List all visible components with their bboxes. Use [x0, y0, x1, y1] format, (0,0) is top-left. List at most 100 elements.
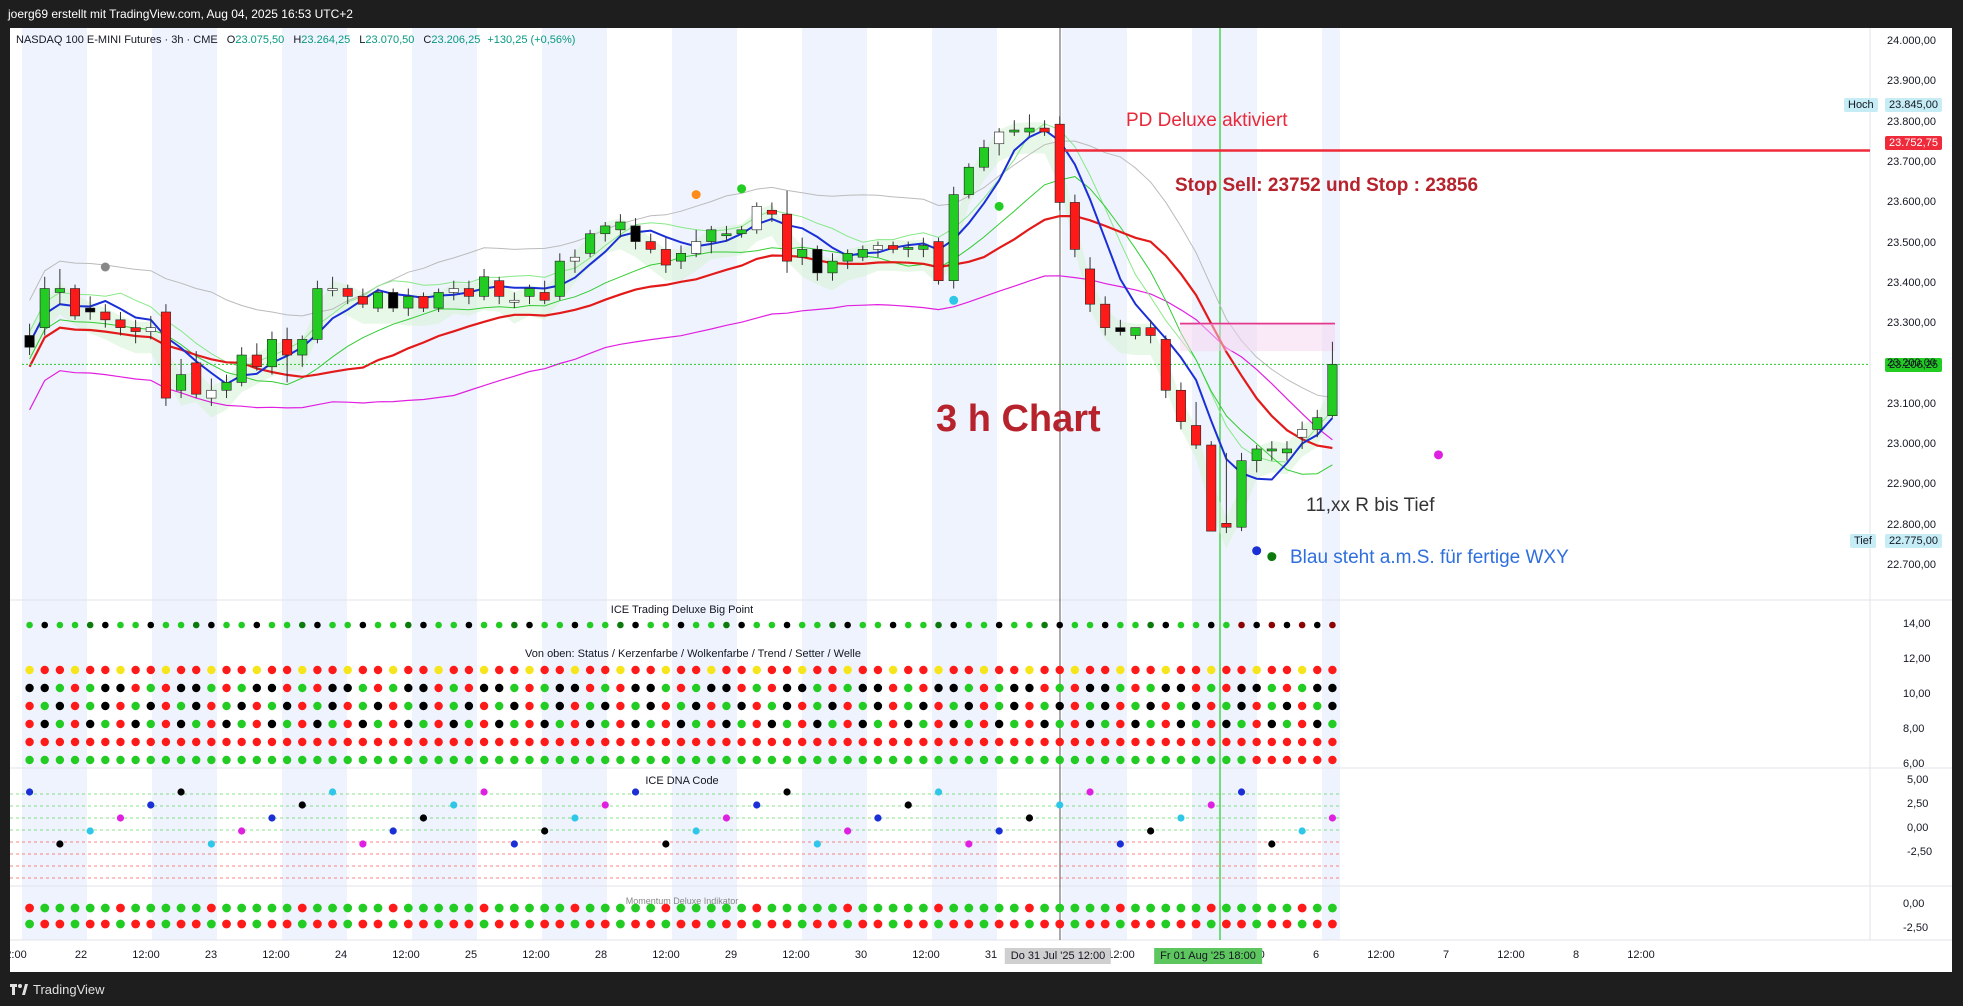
- candle-body: [963, 166, 974, 195]
- status-dot: [131, 755, 140, 765]
- status-dot: [752, 719, 761, 729]
- momentum-dot: [131, 919, 141, 929]
- status-dot: [585, 719, 595, 729]
- momentum-dot: [600, 919, 610, 929]
- status-dot: [495, 719, 504, 729]
- momentum-dot: [570, 919, 580, 929]
- bigpoint-dot: [435, 621, 442, 629]
- high-value: 23.264,25: [301, 34, 351, 46]
- chart-canvas[interactable]: [10, 28, 1952, 972]
- status-dot: [676, 701, 686, 711]
- momentum-dot: [676, 903, 686, 913]
- bigpoint-dot: [405, 621, 412, 629]
- status-dot: [1085, 701, 1095, 711]
- session-band: [282, 28, 347, 940]
- status-dot: [919, 701, 928, 711]
- status-dot: [388, 719, 398, 729]
- status-dot: [843, 665, 852, 675]
- momentum-dot: [161, 903, 171, 913]
- tradingview-logo[interactable]: TradingView: [10, 982, 105, 997]
- status-dot: [1297, 683, 1307, 693]
- status-dot: [1085, 719, 1095, 729]
- status-dot: [161, 683, 171, 693]
- bigpoint-dot: [208, 621, 215, 629]
- time-axis-tick: 12:00: [1627, 949, 1655, 961]
- status-dot: [873, 755, 883, 765]
- status-dot: [1237, 701, 1246, 711]
- status-dot: [1146, 719, 1155, 729]
- candle-body: [888, 245, 899, 250]
- bigpoint-dot: [283, 621, 291, 629]
- annotation-blue-wxy[interactable]: Blau steht a.m.S. für fertige WXY: [1290, 547, 1569, 568]
- status-dot: [25, 683, 34, 693]
- status-dot: [1313, 665, 1322, 675]
- bigpoint-dot: [511, 621, 518, 629]
- candle-body: [24, 335, 35, 348]
- bigpoint-dot: [1177, 621, 1185, 629]
- status-dot: [873, 665, 883, 675]
- bigpoint-dot: [465, 621, 473, 629]
- bigpoint-axis-tick: 14,00: [1903, 618, 1931, 630]
- annotation-r-to-low[interactable]: 11,xx R bis Tief: [1306, 495, 1435, 516]
- status-dot: [1131, 719, 1140, 729]
- status-dot: [1085, 755, 1095, 765]
- candle-body: [827, 260, 838, 274]
- status-dot: [1313, 683, 1322, 693]
- candle-body: [1191, 425, 1202, 446]
- status-dot: [1207, 719, 1216, 729]
- momentum-dot: [373, 903, 383, 913]
- pane-title-big-point: ICE Trading Deluxe Big Point: [610, 604, 754, 616]
- annotation-chart-label[interactable]: 3 h Chart: [936, 398, 1101, 440]
- status-dot: [146, 701, 155, 711]
- status-dot: [752, 683, 761, 693]
- trend-line-blue: [28, 128, 1334, 481]
- momentum-dot: [358, 903, 368, 913]
- candle-body: [554, 260, 565, 297]
- status-dot: [176, 683, 186, 693]
- momentum-dot: [1237, 903, 1246, 913]
- status-dot: [1085, 683, 1095, 693]
- status-dot: [373, 701, 383, 711]
- status-dot: [540, 683, 549, 693]
- momentum-dot: [1282, 903, 1292, 913]
- annotation-pd-deluxe[interactable]: PD Deluxe aktiviert: [1126, 110, 1288, 131]
- status-dot: [994, 665, 1004, 675]
- status-dot: [449, 665, 458, 675]
- status-dot: [131, 665, 140, 675]
- status-dot: [1055, 701, 1064, 711]
- momentum-dot: [797, 903, 807, 913]
- status-dot: [1040, 719, 1049, 729]
- status-dot: [964, 719, 974, 729]
- status-dot: [192, 665, 201, 675]
- status-dot: [752, 737, 761, 747]
- momentum-dot: [979, 903, 989, 913]
- status-dot: [540, 701, 549, 711]
- status-dot: [358, 737, 368, 747]
- status-dot: [676, 683, 686, 693]
- dna-dot: [177, 788, 185, 796]
- chart-area[interactable]: NASDAQ 100 E-MINI Futures · 3h · CME O23…: [10, 28, 1952, 972]
- status-dot: [479, 755, 489, 765]
- annotation-stop-sell[interactable]: Stop Sell: 23752 und Stop : 23856: [1175, 175, 1479, 196]
- momentum-dot: [888, 903, 898, 913]
- status-dot: [495, 665, 504, 675]
- status-dot: [631, 755, 640, 765]
- candle-body: [948, 194, 959, 281]
- status-dot: [101, 719, 110, 729]
- session-band: [22, 28, 87, 940]
- status-dot: [267, 719, 277, 729]
- dna-dot: [480, 788, 488, 796]
- status-dot: [979, 737, 989, 747]
- status-dot: [101, 683, 110, 693]
- candle-body: [600, 225, 611, 235]
- status-dot: [843, 755, 852, 765]
- candle-body: [1160, 339, 1171, 391]
- bigpoint-dot: [1283, 621, 1291, 629]
- status-dot: [85, 755, 95, 765]
- status-dot: [813, 719, 822, 729]
- momentum-dot: [313, 903, 322, 913]
- status-dot: [540, 665, 549, 675]
- candle-body: [373, 292, 384, 309]
- status-dot: [161, 755, 171, 765]
- pane-title-momentum: Momentum Deluxe Indikator: [625, 896, 739, 906]
